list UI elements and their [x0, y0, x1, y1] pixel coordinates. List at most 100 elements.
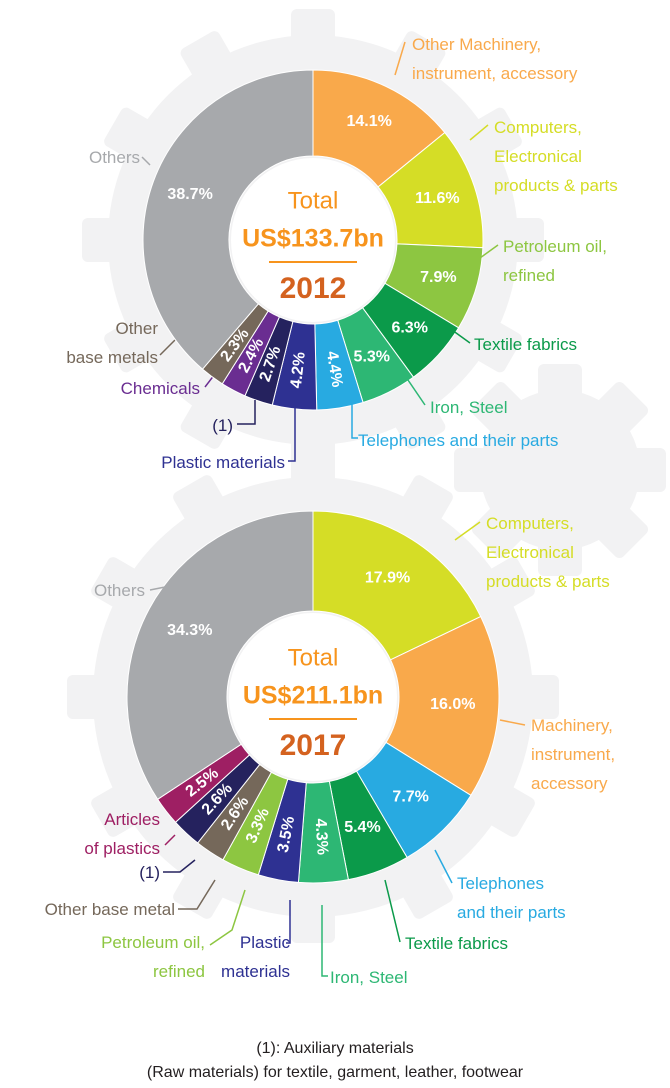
gear-tooth [471, 381, 527, 437]
gear [454, 364, 666, 576]
leader-line [434, 849, 453, 884]
category-label: Others [93, 581, 145, 600]
leader-line [469, 124, 489, 141]
gear-tooth [180, 31, 235, 84]
value-label: 3.5% [275, 815, 299, 854]
category-label: Textile fabrics [405, 934, 508, 953]
leader-line [149, 584, 176, 591]
total: US$211.1bn [243, 682, 383, 710]
value-label: 5.4% [344, 819, 380, 836]
gear-tooth [173, 475, 227, 528]
leader-line [479, 244, 499, 259]
category-label: Other Machinery, instrument, accessory [412, 35, 578, 83]
value-label: 7.9% [420, 269, 456, 286]
leader-line [451, 329, 471, 344]
segment [312, 510, 482, 661]
value-label: 11.6% [415, 190, 459, 207]
category-label: Iron, Steel [330, 968, 408, 987]
gear-tooth [469, 318, 522, 373]
center [231, 158, 395, 322]
leader-line [178, 879, 216, 910]
category-label: Other base metals [66, 319, 158, 367]
year: 2012 [280, 272, 347, 305]
gear-tooth [538, 536, 582, 576]
gear-tooth [399, 475, 453, 528]
gear-tooth [399, 866, 453, 919]
segment [385, 615, 500, 797]
center-label: Total [288, 187, 339, 214]
category-label: Other base metal [44, 900, 175, 919]
value-label: 17.9% [365, 570, 410, 587]
value-label: 4.3% [312, 818, 331, 855]
category-label: Plastic materials [221, 933, 290, 981]
leader-line [163, 859, 196, 873]
gear-tooth [104, 107, 157, 162]
gear-tooth [91, 557, 144, 611]
footnote: (Raw materials) for textile, garment, le… [146, 1064, 524, 1081]
gear-tooth [469, 107, 522, 162]
value-label: 6.3% [391, 320, 427, 337]
category-label: Textile fabrics [474, 335, 577, 354]
leader-line [288, 408, 296, 462]
gear-tooth [454, 448, 494, 492]
footnote: (1): Auxiliary materials [256, 1040, 414, 1057]
category-label: Plastic materials [161, 453, 285, 472]
leader-line [499, 719, 526, 726]
segment [126, 510, 314, 800]
category-label: Chemicals [120, 379, 200, 398]
value-label: 34.3% [167, 622, 212, 639]
leader-line [286, 900, 291, 944]
leader-line [141, 156, 151, 166]
leader-line [454, 521, 481, 541]
leader-line [351, 400, 358, 439]
value-label: 4.4% [323, 350, 346, 389]
segment [142, 69, 314, 370]
gear-body [480, 390, 640, 550]
gear-tooth [626, 448, 666, 492]
gear-tooth [471, 503, 527, 559]
category-label: Machinery, instrument, accessory [531, 716, 616, 793]
leader-line [159, 339, 176, 356]
leader-line [394, 41, 406, 76]
category-label: Petroleum oil, refined [101, 933, 205, 981]
category-label: (1) [212, 416, 233, 435]
gear-tooth [291, 903, 335, 943]
gear-tooth [91, 783, 144, 837]
value-label: 38.7% [167, 186, 212, 203]
category-label: Petroleum oil, refined [503, 237, 607, 285]
total: US$133.7bn [242, 225, 384, 253]
gear-tooth [482, 783, 535, 837]
gear-tooth [173, 866, 227, 919]
gear-tooth [180, 396, 235, 449]
gear-tooth [82, 218, 122, 262]
center-label: Total [288, 644, 339, 671]
gear-tooth [482, 557, 535, 611]
category-label: Iron, Steel [430, 398, 508, 417]
gear-tooth [104, 318, 157, 373]
category-label: Computers, Electronical products & parts [486, 514, 610, 591]
leader-line [164, 834, 176, 846]
gear-tooth [67, 675, 107, 719]
leader-line [407, 379, 426, 406]
center [229, 613, 397, 781]
gear-tooth [291, 451, 335, 491]
gear-tooth [593, 503, 649, 559]
leader-line [384, 879, 401, 943]
gear-tooth [538, 364, 582, 404]
gear-tooth [504, 218, 544, 262]
leader-line [237, 400, 256, 425]
leader-line [321, 905, 328, 977]
gear-tooth [391, 396, 446, 449]
category-label: (1) [139, 863, 160, 882]
category-label: Articles of plastics [84, 810, 160, 858]
category-label: Telephones and their parts [358, 431, 559, 450]
category-label: Others [88, 148, 140, 167]
value-label: 14.1% [347, 113, 392, 130]
gear-tooth [519, 675, 559, 719]
category-label: Computers, Electronical products & parts [494, 118, 618, 195]
value-label: 16.0% [430, 696, 475, 713]
value-label: 5.3% [354, 348, 390, 365]
gear-tooth [291, 9, 335, 49]
